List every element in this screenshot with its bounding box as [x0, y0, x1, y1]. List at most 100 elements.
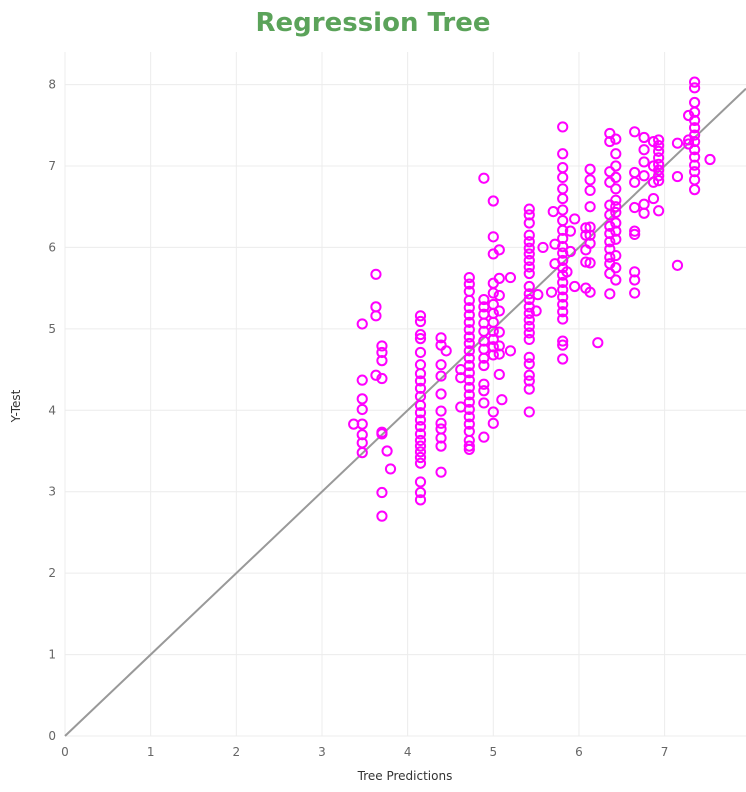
data-point: [580, 256, 592, 268]
data-point: [435, 332, 447, 344]
data-point: [493, 368, 505, 381]
data-point: [545, 286, 558, 298]
data-point: [478, 352, 490, 364]
data-point: [493, 305, 505, 317]
data-point: [463, 418, 475, 430]
data-point: [463, 278, 475, 290]
data-point: [704, 153, 716, 166]
data-point: [557, 298, 569, 311]
data-point: [523, 314, 535, 326]
data-point: [584, 221, 596, 233]
data-point: [629, 166, 641, 179]
data-point: [370, 310, 382, 322]
data-point: [487, 287, 499, 299]
data-point: [523, 229, 535, 241]
data-point: [557, 232, 569, 245]
x-axis-label: Tree Predictions: [357, 769, 453, 783]
data-point: [493, 326, 505, 338]
data-point: [414, 382, 427, 394]
data-point: [561, 266, 573, 278]
data-point: [557, 171, 569, 183]
data-point: [653, 158, 665, 170]
data-point: [478, 293, 490, 306]
data-point: [523, 406, 535, 418]
x-tick-label: 6: [575, 745, 583, 759]
data-point: [689, 166, 701, 178]
data-point: [610, 183, 622, 195]
data-point: [610, 274, 622, 286]
data-point: [435, 388, 447, 400]
data-point: [414, 359, 427, 371]
data-point: [493, 244, 505, 256]
data-point: [683, 138, 695, 150]
data-point: [523, 209, 535, 221]
data-point: [584, 184, 596, 197]
data-point: [370, 301, 382, 313]
x-tick-label: 1: [147, 745, 155, 759]
data-point: [584, 163, 596, 175]
data-point: [440, 345, 452, 357]
data-point: [671, 259, 684, 271]
data-point: [523, 369, 535, 381]
data-point: [523, 236, 535, 248]
data-point: [629, 176, 641, 188]
data-point: [610, 206, 622, 219]
x-tick-label: 0: [61, 745, 69, 759]
data-point: [463, 367, 475, 379]
data-point: [523, 242, 535, 254]
data-point: [463, 443, 475, 455]
data-point: [463, 337, 475, 350]
data-point: [523, 307, 535, 319]
data-point: [653, 140, 665, 152]
data-point: [487, 333, 499, 346]
data-point: [653, 152, 665, 164]
data-point: [523, 375, 535, 387]
data-point: [610, 133, 622, 145]
data-point: [653, 134, 665, 146]
data-point: [463, 302, 475, 314]
data-point: [557, 276, 569, 289]
y-tick-label: 3: [48, 485, 56, 499]
data-point: [557, 148, 569, 160]
data-point: [604, 267, 616, 280]
data-point: [463, 396, 475, 408]
data-point: [653, 164, 665, 176]
data-point: [493, 289, 505, 302]
data-point: [414, 315, 427, 328]
data-point: [435, 417, 447, 429]
data-point: [610, 225, 622, 237]
data-point: [487, 406, 499, 418]
data-point: [414, 440, 427, 452]
data-point: [478, 172, 490, 184]
data-point: [356, 393, 368, 405]
data-points: [348, 76, 716, 522]
data-point: [376, 510, 388, 522]
data-point: [523, 280, 535, 293]
data-point: [356, 318, 368, 330]
data-point: [557, 183, 569, 195]
y-tick-label: 6: [48, 240, 56, 254]
data-point: [604, 243, 616, 255]
data-point: [463, 403, 475, 416]
data-point: [504, 271, 517, 284]
data-point: [689, 82, 701, 94]
data-point: [689, 135, 701, 148]
data-point: [638, 131, 650, 144]
y-tick-label: 2: [48, 566, 56, 580]
data-point: [523, 351, 535, 363]
data-point: [604, 209, 616, 221]
data-point: [610, 171, 622, 183]
data-point: [414, 428, 427, 440]
y-tick-label: 1: [48, 648, 56, 662]
data-point: [557, 306, 569, 318]
data-point: [376, 355, 388, 367]
data-point: [592, 337, 604, 349]
x-tick-label: 3: [318, 745, 326, 759]
data-point: [557, 204, 569, 216]
data-point: [376, 372, 388, 385]
data-point: [478, 359, 490, 372]
data-point: [564, 245, 576, 258]
data-point: [414, 446, 427, 458]
data-point: [584, 201, 596, 213]
data-point: [414, 375, 427, 387]
